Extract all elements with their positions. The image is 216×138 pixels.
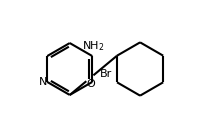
Text: N: N [39,77,47,87]
Text: O: O [87,79,95,89]
Text: NH$_2$: NH$_2$ [82,39,104,53]
Text: Br: Br [100,69,112,79]
